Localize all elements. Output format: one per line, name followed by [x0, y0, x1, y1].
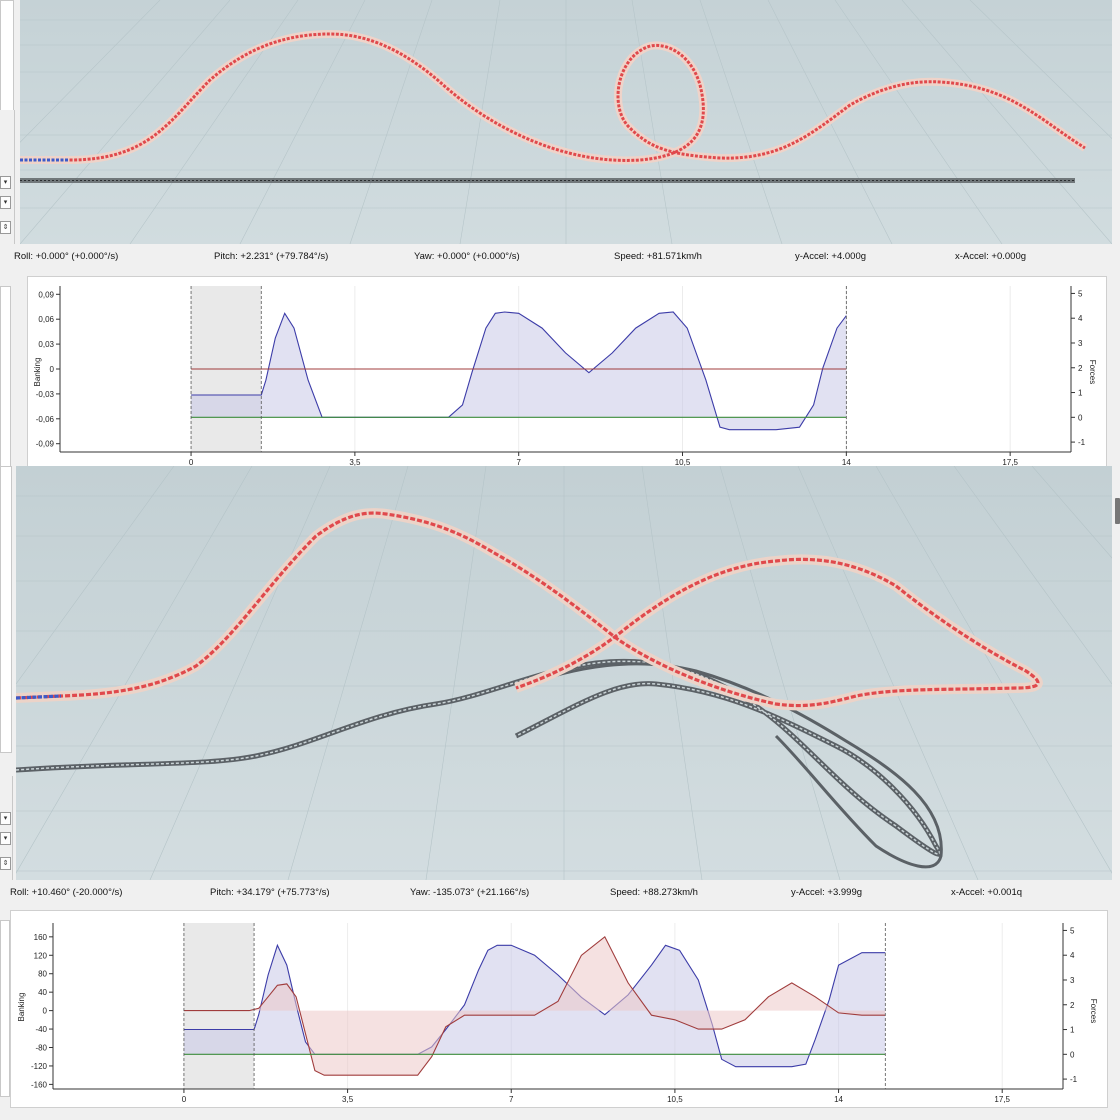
banking-forces-chart-bottom[interactable]: Banking Forces 0 3,5 7 10,5 14 17,5 160 120 80 40… — [10, 910, 1108, 1108]
y-tick-label: 40 — [38, 988, 47, 997]
pitch-readout: Pitch: +34.179° (+75.773°/s) — [210, 887, 330, 898]
dropdown-arrow-icon[interactable]: ▾ — [0, 196, 11, 209]
lift-rail-ground — [20, 178, 1075, 183]
y-tick-label: 80 — [38, 970, 47, 979]
y-right-tick-label: 1 — [1078, 389, 1083, 398]
track-3d-viewport-top[interactable] — [20, 0, 1112, 244]
y-tick-label: 0 — [50, 365, 55, 374]
x-tick-label: 3,5 — [342, 1095, 354, 1104]
y-tick-label: -80 — [35, 1044, 47, 1053]
selected-range — [183, 923, 255, 1089]
y-tick-label: -160 — [31, 1080, 48, 1089]
x-tick-label: 0 — [182, 1095, 187, 1104]
x-tick-label: 14 — [834, 1095, 843, 1104]
y-right-tick-label: 0 — [1070, 1050, 1075, 1059]
viewport-scene — [16, 466, 1112, 880]
y-right-tick-label: 3 — [1070, 976, 1075, 985]
y-axis-label-left: Banking — [33, 358, 42, 387]
series-0-line — [191, 311, 847, 431]
chart-svg: Banking Forces 0 3,5 7 10,5 14 17,50,090,060,… — [33, 286, 1097, 467]
series-1-line — [183, 935, 886, 1076]
status-bar-bottom: Roll: +10.460° (-20.000°/s) Pitch: +34.1… — [0, 880, 1120, 904]
y-tick-label: -0,06 — [36, 415, 55, 424]
x-tick-label: 10,5 — [675, 458, 691, 467]
y-tick-label: -120 — [31, 1062, 48, 1071]
y-right-tick-label: 1 — [1070, 1026, 1075, 1035]
x-tick-label: 14 — [842, 458, 851, 467]
x-tick-label: 3,5 — [349, 458, 361, 467]
yaw-readout: Yaw: +0.000° (+0.000°/s) — [414, 251, 520, 262]
y-tick-label: 0,03 — [38, 340, 54, 349]
dropdown-arrow-icon[interactable]: ▾ — [0, 812, 11, 825]
y-right-tick-label: 2 — [1070, 1001, 1075, 1010]
status-bar-top: Roll: +0.000° (+0.000°/s) Pitch: +2.231°… — [0, 244, 1120, 268]
ground-grid — [20, 0, 1112, 244]
y-right-tick-label: 4 — [1070, 951, 1075, 960]
y-accel-readout: y-Accel: +3.999g — [791, 887, 863, 898]
y-right-tick-label: 0 — [1078, 413, 1083, 422]
x-tick-label: 0 — [189, 458, 194, 467]
y-right-tick-label: 5 — [1070, 926, 1075, 935]
y-right-tick-label: -1 — [1070, 1075, 1078, 1084]
x-tick-label: 7 — [509, 1095, 514, 1104]
y-right-tick-label: 4 — [1078, 314, 1083, 323]
chart-svg: Banking Forces 0 3,5 7 10,5 14 17,51601208040… — [17, 923, 1098, 1104]
roll-readout: Roll: +0.000° (+0.000°/s) — [14, 251, 119, 262]
dropdown-arrow-icon[interactable]: ▾ — [0, 832, 11, 845]
speed-readout: Speed: +81.571km/h — [614, 251, 702, 262]
x-accel-readout: x-Accel: +0.001q — [951, 887, 1023, 898]
left-sidebar-panel-middle — [0, 286, 11, 468]
coaster-track-top — [20, 29, 1088, 165]
series-0-area — [183, 945, 886, 1067]
series-1-area — [183, 936, 886, 1076]
roll-readout: Roll: +10.460° (-20.000°/s) — [10, 887, 123, 898]
spinbox-icon[interactable]: ⇕ — [0, 221, 11, 234]
x-tick-label: 10,5 — [667, 1095, 683, 1104]
left-sidebar-strip-bottom — [0, 776, 13, 880]
y-right-tick-label: 5 — [1078, 289, 1083, 298]
speed-readout: Speed: +88.273km/h — [610, 887, 698, 898]
dropdown-arrow-icon[interactable]: ▾ — [0, 176, 11, 189]
x-accel-readout: x-Accel: +0.000g — [955, 251, 1027, 262]
y-axis-label-left: Banking — [17, 993, 26, 1022]
viewport-scene — [20, 0, 1112, 244]
y-axis-label-right: Forces — [1089, 999, 1098, 1023]
y-tick-label: -40 — [35, 1025, 47, 1034]
yaw-readout: Yaw: -135.073° (+21.166°/s) — [410, 887, 530, 898]
y-tick-label: 120 — [34, 951, 48, 960]
y-tick-label: -0,09 — [36, 440, 55, 449]
left-sidebar-panel-top — [0, 0, 14, 112]
x-tick-label: 17,5 — [994, 1095, 1010, 1104]
pitch-readout: Pitch: +2.231° (+79.784°/s) — [214, 251, 329, 262]
coaster-track-bottom — [16, 508, 1043, 711]
series-0-area — [191, 312, 847, 430]
y-accel-readout: y-Accel: +4.000g — [795, 251, 867, 262]
track-3d-viewport-bottom[interactable] — [16, 466, 1112, 880]
y-tick-label: 160 — [34, 933, 48, 942]
y-right-tick-label: -1 — [1078, 438, 1086, 447]
y-right-tick-label: 3 — [1078, 339, 1083, 348]
x-tick-label: 7 — [516, 458, 521, 467]
y-tick-label: 0,06 — [38, 315, 54, 324]
series-0-line — [183, 943, 886, 1068]
left-sidebar-panel-bottom — [0, 920, 10, 1097]
y-tick-label: 0 — [43, 1007, 48, 1016]
y-axis-label-right: Forces — [1088, 360, 1097, 384]
y-tick-label: 0,09 — [38, 290, 54, 299]
splitter-handle[interactable] — [1115, 498, 1120, 524]
y-right-tick-label: 2 — [1078, 364, 1083, 373]
left-sidebar-panel-lower — [0, 466, 12, 753]
y-tick-label: -0,03 — [36, 390, 55, 399]
spinbox-icon[interactable]: ⇕ — [0, 857, 11, 870]
x-tick-label: 17,5 — [1002, 458, 1018, 467]
banking-forces-chart-top[interactable]: Banking Forces 0 3,5 7 10,5 14 17,5 0,09 0,06 0,… — [27, 276, 1107, 468]
